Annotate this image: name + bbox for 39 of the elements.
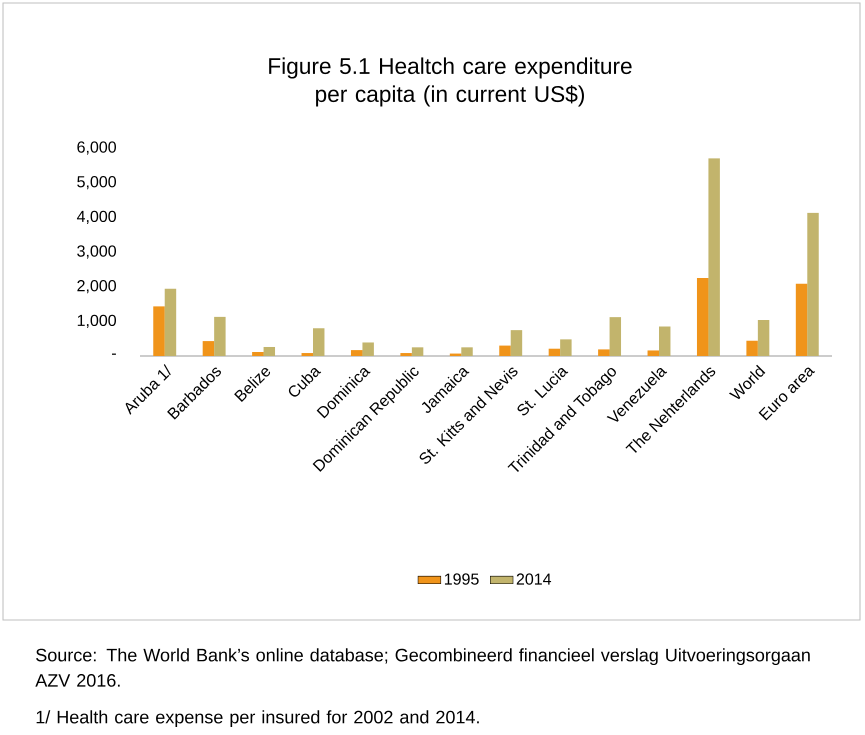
legend-label: 2014 bbox=[516, 573, 552, 585]
bar bbox=[302, 353, 314, 356]
text: 1/ Health care expense per insured for 2002 and 2014. bbox=[36, 710, 479, 728]
y-tick-label: 5,000 bbox=[77, 176, 116, 190]
bar bbox=[153, 306, 165, 356]
bar bbox=[412, 347, 424, 356]
bar bbox=[796, 284, 808, 356]
bar bbox=[362, 342, 374, 356]
bar bbox=[214, 316, 226, 356]
bar bbox=[610, 317, 622, 356]
bar bbox=[264, 346, 276, 356]
bar bbox=[499, 346, 511, 356]
y-tick-label: - bbox=[112, 354, 116, 355]
y-tick-label: 4,000 bbox=[76, 210, 116, 224]
chart-title: Figure 5.1 Healtch care expenditure per capita (in current US$) bbox=[269, 57, 632, 107]
bar bbox=[696, 278, 708, 356]
bar bbox=[659, 326, 670, 356]
legend-label: 1995 bbox=[444, 573, 479, 585]
bar bbox=[598, 349, 610, 356]
bar bbox=[548, 348, 560, 356]
bar bbox=[350, 350, 362, 356]
bar bbox=[746, 340, 758, 356]
y-tick-label: 3,000 bbox=[77, 245, 116, 259]
bar bbox=[708, 158, 720, 356]
bar bbox=[648, 350, 659, 356]
bar bbox=[400, 353, 412, 356]
bar bbox=[313, 328, 324, 356]
bar bbox=[202, 341, 214, 356]
bar bbox=[164, 288, 176, 356]
y-tick-label: 1,000 bbox=[78, 314, 116, 328]
bar bbox=[758, 320, 770, 356]
bar bbox=[461, 347, 473, 356]
source-note: Source: The World Bank’s online database; Gecombineerd financieel verslag Uitvoeringsorgaan AZV 2016. bbox=[35, 648, 810, 687]
y-tick-label: 6,000 bbox=[77, 141, 116, 155]
bar bbox=[510, 330, 522, 356]
bar bbox=[560, 339, 572, 356]
y-tick-label: 2,000 bbox=[77, 280, 116, 294]
bar bbox=[807, 212, 819, 356]
bar bbox=[252, 352, 264, 356]
